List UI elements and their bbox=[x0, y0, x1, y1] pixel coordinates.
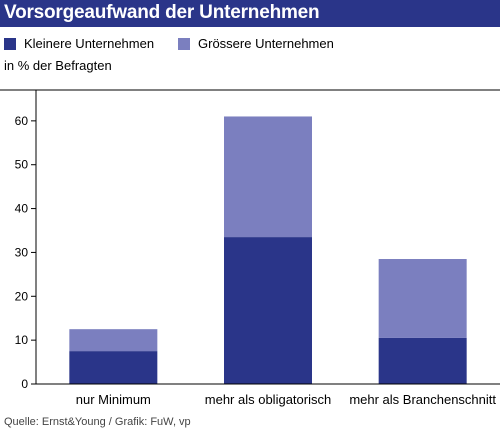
x-tick-label: nur Minimum bbox=[76, 392, 151, 407]
chart-title: Vorsorgeaufwand der Unternehmen bbox=[4, 2, 320, 23]
x-tick-label: mehr als Branchenschnitt bbox=[349, 392, 496, 407]
y-tick-label: 40 bbox=[15, 202, 29, 216]
bar-segment-kleinere bbox=[224, 237, 312, 384]
title-bar: Vorsorgeaufwand der Unternehmen bbox=[0, 0, 500, 27]
legend-label-groessere: Grössere Unternehmen bbox=[198, 36, 334, 51]
x-tick-label: mehr als obligatorisch bbox=[205, 392, 331, 407]
legend-swatch-groessere bbox=[178, 37, 190, 50]
bar-segment-kleinere bbox=[378, 337, 467, 384]
legend-label-kleinere: Kleinere Unternehmen bbox=[24, 36, 155, 51]
bar-segment-groessere bbox=[224, 116, 312, 238]
y-tick-label: 0 bbox=[21, 377, 28, 391]
bar-segment-kleinere bbox=[69, 351, 158, 384]
source-note: Quelle: Ernst&Young / Grafik: FuW, vp bbox=[4, 416, 191, 428]
bar-segment-groessere bbox=[378, 259, 467, 338]
legend-item-groessere: Grössere Unternehmen bbox=[178, 36, 334, 51]
y-axis-unit-label: in % der Befragten bbox=[4, 58, 112, 73]
legend-item-kleinere: Kleinere Unternehmen bbox=[4, 36, 154, 51]
legend-swatch-kleinere bbox=[4, 37, 16, 50]
y-tick-label: 50 bbox=[15, 158, 29, 172]
y-tick-label: 20 bbox=[15, 289, 29, 303]
y-tick-label: 30 bbox=[15, 245, 29, 259]
y-tick-label: 10 bbox=[15, 333, 29, 347]
y-tick-label: 60 bbox=[15, 114, 29, 128]
bar-segment-groessere bbox=[69, 329, 158, 352]
